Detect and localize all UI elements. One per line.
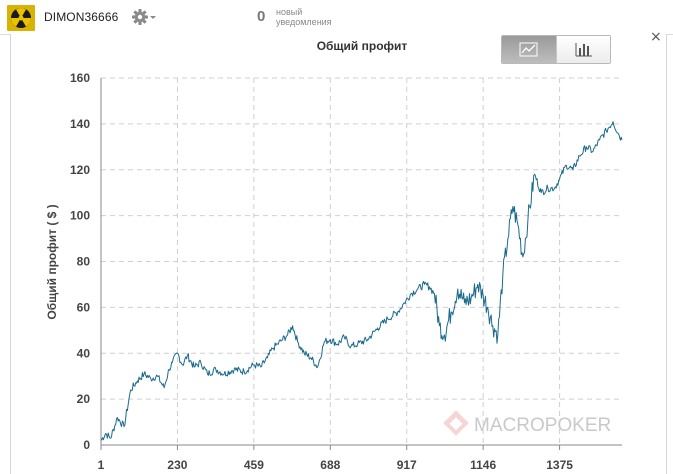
y-tick-label: 0 xyxy=(83,438,90,452)
bar-chart-button[interactable] xyxy=(556,36,610,63)
profit-series-line xyxy=(100,121,623,441)
x-tick-label: 459 xyxy=(244,458,264,469)
watermark-text: MACROPOKER xyxy=(474,415,611,436)
notification-label-line2: уведомления xyxy=(276,17,332,27)
x-tick-label: 1375 xyxy=(546,458,573,469)
y-tick-label: 60 xyxy=(77,300,91,314)
top-bar: DIMON36666 0 новый уведомления xyxy=(0,0,673,35)
y-tick-label: 120 xyxy=(70,163,90,177)
diamond-logo-icon: MACROPOKER xyxy=(443,410,611,436)
chart-panel xyxy=(10,34,667,474)
y-tick-label: 20 xyxy=(77,392,91,406)
x-tick-label: 1 xyxy=(98,458,105,469)
y-axis-label: Общий профит ( $ ) xyxy=(45,204,59,319)
username[interactable]: DIMON36666 xyxy=(44,10,119,24)
watermark: MACROPOKER xyxy=(441,410,611,439)
y-tick-label: 160 xyxy=(70,71,90,85)
settings-menu[interactable] xyxy=(131,7,157,27)
gear-icon xyxy=(132,9,156,25)
chart-type-toggle xyxy=(501,35,611,64)
notification-label-line1: новый xyxy=(276,7,303,17)
close-button[interactable]: × xyxy=(650,29,662,45)
line-chart-button[interactable] xyxy=(502,36,556,63)
x-tick-label: 1146 xyxy=(470,458,496,469)
y-tick-label: 80 xyxy=(77,255,91,269)
y-tick-label: 100 xyxy=(70,209,90,223)
notification-count[interactable]: 0 xyxy=(257,8,266,25)
chart-title: Общий профит xyxy=(316,39,408,53)
radiation-avatar-icon xyxy=(7,5,35,31)
avatar[interactable] xyxy=(7,5,35,31)
y-tick-label: 140 xyxy=(70,117,90,131)
x-tick-label: 917 xyxy=(397,458,417,469)
chevron-down-icon xyxy=(150,16,156,19)
bar-chart-icon xyxy=(575,43,592,57)
line-chart-icon xyxy=(519,42,538,57)
notification-label[interactable]: новый уведомления xyxy=(276,7,332,27)
x-tick-label: 688 xyxy=(320,458,340,469)
x-tick-label: 230 xyxy=(167,458,187,469)
y-tick-label: 40 xyxy=(77,346,91,360)
